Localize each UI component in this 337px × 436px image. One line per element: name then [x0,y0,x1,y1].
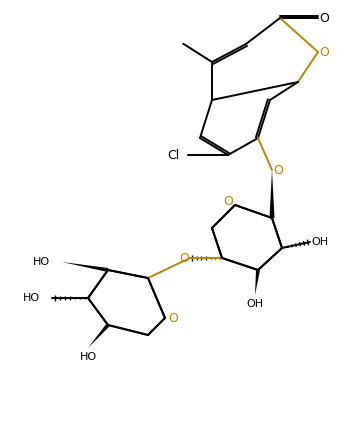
Polygon shape [270,170,275,218]
Text: HO: HO [80,352,97,362]
Polygon shape [62,262,108,272]
Text: O: O [168,311,178,324]
Polygon shape [255,270,260,295]
Text: Cl: Cl [168,149,180,161]
Text: O: O [319,11,329,24]
Text: OH: OH [246,299,264,309]
Text: O: O [319,45,329,58]
Polygon shape [88,324,110,348]
Text: O: O [179,252,189,265]
Text: HO: HO [33,257,50,267]
Text: O: O [273,164,283,177]
Text: HO: HO [23,293,40,303]
Text: OH: OH [311,237,329,247]
Text: O: O [223,194,233,208]
